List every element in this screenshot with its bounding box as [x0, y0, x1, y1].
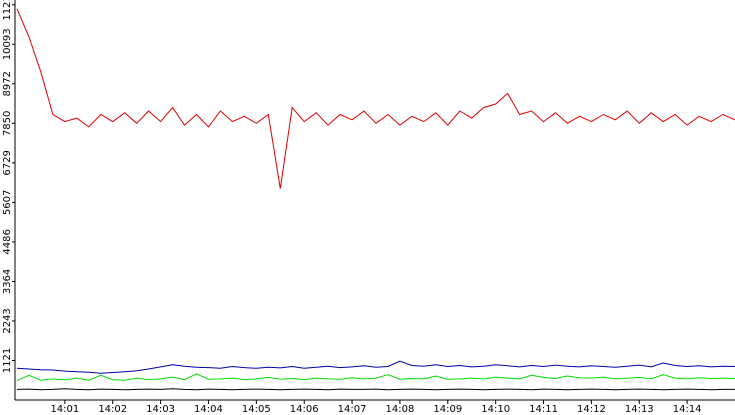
y-tick-label: 10093 [2, 28, 13, 60]
x-tick-label: 14:09 [433, 404, 462, 415]
x-tick-label: 14:02 [98, 404, 127, 415]
y-tick-label: 7850 [2, 111, 13, 136]
y-tick-label: 11215 [2, 0, 13, 21]
x-tick-label: 14:05 [242, 404, 271, 415]
series-line [16, 8, 735, 189]
x-tick-label: 14:13 [625, 404, 654, 415]
x-tick-label: 14:04 [194, 404, 223, 415]
series-line [16, 388, 735, 391]
x-tick-label: 14:03 [146, 404, 175, 415]
y-tick-label: 6729 [2, 150, 13, 175]
y-tick-label: 5607 [2, 190, 13, 215]
x-tick-label: 14:11 [529, 404, 558, 415]
x-tick-label: 14:07 [338, 404, 367, 415]
x-tick-label: 14:06 [290, 404, 319, 415]
y-tick-label: 4486 [2, 229, 13, 254]
y-tick-label: 2243 [2, 308, 13, 333]
x-tick-label: 14:08 [386, 404, 415, 415]
x-tick-label: 14:10 [481, 404, 510, 415]
x-tick-label: 14:14 [673, 404, 702, 415]
y-tick-label: 1121 [2, 348, 13, 373]
x-tick-label: 14:12 [577, 404, 606, 415]
y-tick-label: 3364 [2, 269, 13, 294]
series-line [16, 360, 735, 374]
x-tick-label: 14:01 [50, 404, 79, 415]
y-tick-label: 8972 [2, 71, 13, 96]
series-line [16, 373, 735, 382]
